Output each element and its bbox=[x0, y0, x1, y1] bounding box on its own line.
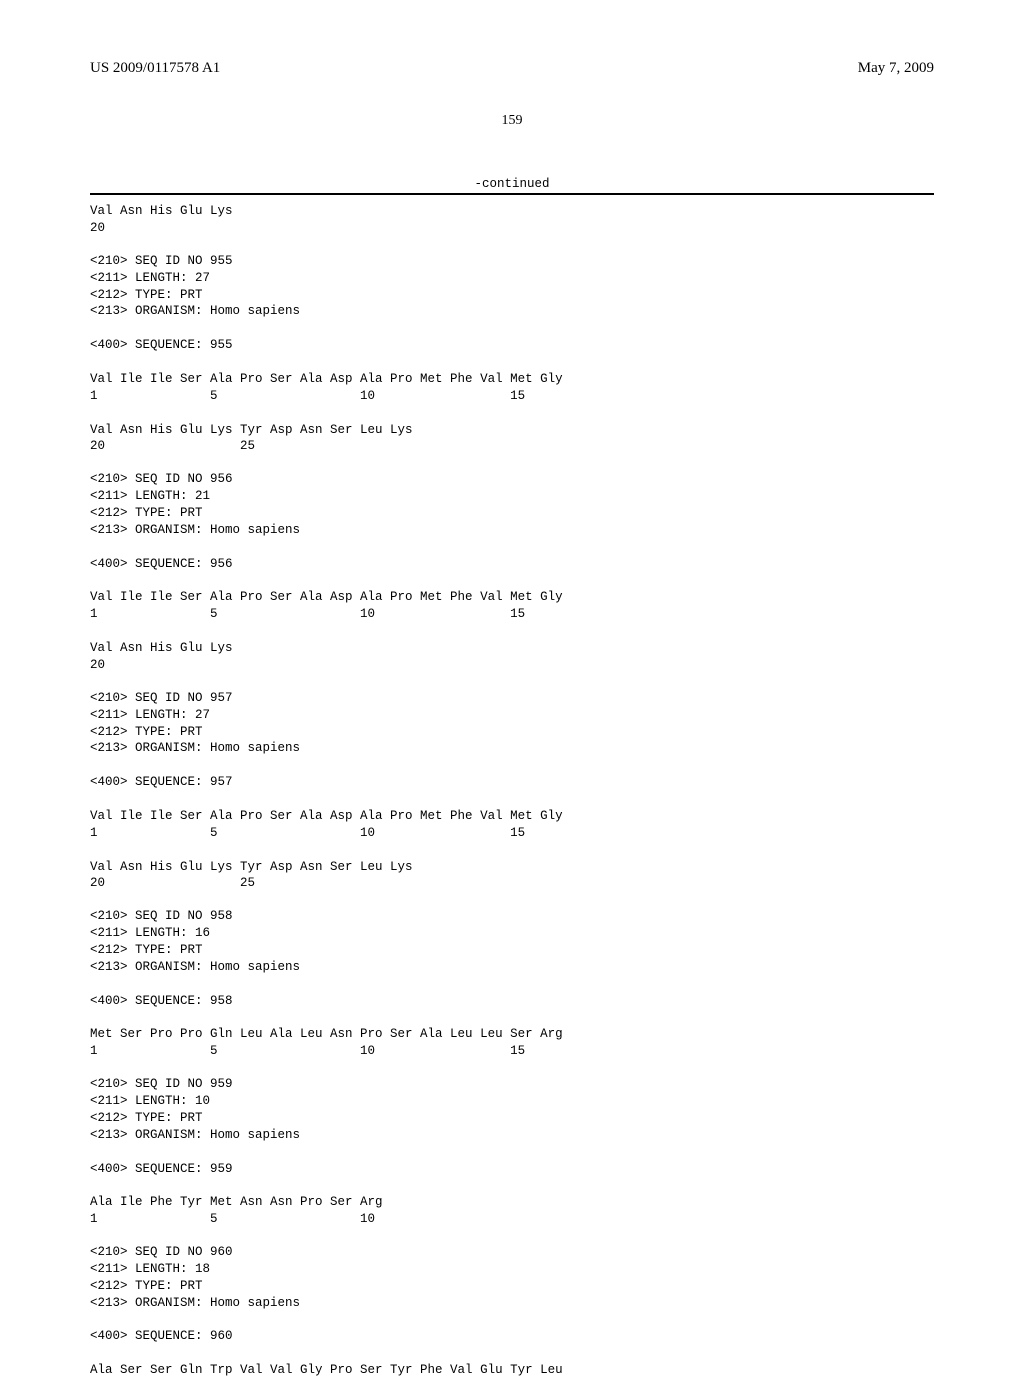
sequence-block: <210> SEQ ID NO 958 <211> LENGTH: 16 <21… bbox=[90, 908, 934, 1060]
sequence-block: <210> SEQ ID NO 959 <211> LENGTH: 10 <21… bbox=[90, 1076, 934, 1228]
sequence-listing: Val Asn His Glu Lys 20 <210> SEQ ID NO 95… bbox=[90, 203, 934, 1379]
publication-number: US 2009/0117578 A1 bbox=[90, 60, 220, 77]
divider bbox=[90, 193, 934, 195]
sequence-block: <210> SEQ ID NO 956 <211> LENGTH: 21 <21… bbox=[90, 471, 934, 674]
page-header: US 2009/0117578 A1 May 7, 2009 bbox=[90, 60, 934, 77]
sequence-block: Val Asn His Glu Lys 20 bbox=[90, 203, 934, 237]
continued-label: -continued bbox=[90, 177, 934, 191]
publication-date: May 7, 2009 bbox=[858, 60, 934, 77]
sequence-block: <210> SEQ ID NO 960 <211> LENGTH: 18 <21… bbox=[90, 1244, 934, 1379]
page-number: 159 bbox=[90, 113, 934, 129]
sequence-block: <210> SEQ ID NO 955 <211> LENGTH: 27 <21… bbox=[90, 253, 934, 456]
patent-page: US 2009/0117578 A1 May 7, 2009 159 -cont… bbox=[0, 0, 1024, 1320]
sequence-block: <210> SEQ ID NO 957 <211> LENGTH: 27 <21… bbox=[90, 690, 934, 893]
